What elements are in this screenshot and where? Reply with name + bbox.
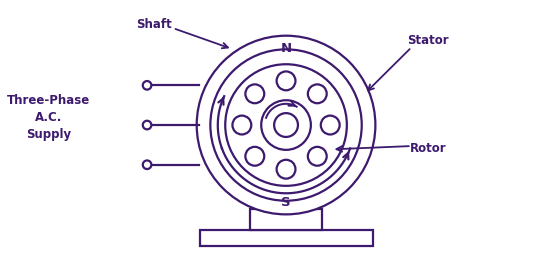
Text: Rotor: Rotor xyxy=(409,142,446,155)
Circle shape xyxy=(245,147,264,166)
Bar xyxy=(251,209,321,230)
Circle shape xyxy=(274,113,298,137)
Circle shape xyxy=(225,64,347,186)
Circle shape xyxy=(277,160,295,179)
Text: Three-Phase
A.C.
Supply: Three-Phase A.C. Supply xyxy=(6,94,90,141)
Circle shape xyxy=(143,81,151,90)
Circle shape xyxy=(321,116,340,134)
Circle shape xyxy=(261,100,311,150)
Circle shape xyxy=(308,84,327,103)
Circle shape xyxy=(197,36,375,214)
Circle shape xyxy=(308,147,327,166)
Text: Shaft: Shaft xyxy=(136,18,172,31)
Circle shape xyxy=(277,72,295,90)
Circle shape xyxy=(232,116,251,134)
Circle shape xyxy=(245,84,264,103)
Text: N: N xyxy=(280,42,292,55)
Circle shape xyxy=(143,121,151,129)
Text: S: S xyxy=(281,196,291,209)
Circle shape xyxy=(211,49,362,201)
Bar xyxy=(199,230,373,246)
Circle shape xyxy=(143,160,151,169)
Text: Stator: Stator xyxy=(407,34,449,47)
